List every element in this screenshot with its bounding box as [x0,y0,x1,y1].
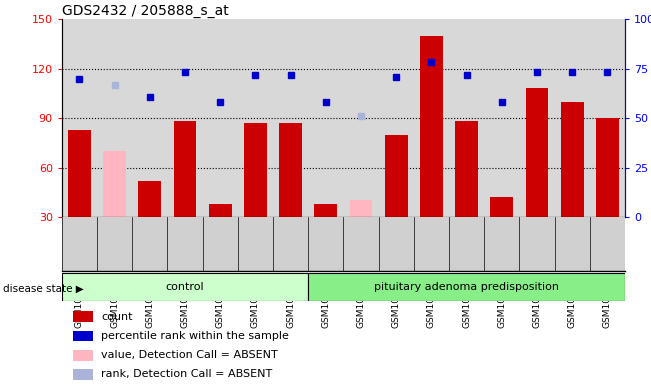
Bar [73,350,93,361]
Bar [490,197,513,217]
Text: pituitary adenoma predisposition: pituitary adenoma predisposition [374,282,559,292]
Bar [73,369,93,380]
Bar [279,123,302,217]
Bar [104,151,126,217]
Bar [73,311,93,322]
Bar [350,200,372,217]
Bar [174,121,197,217]
Bar [455,121,478,217]
Bar [561,102,583,217]
Bar [68,130,91,217]
Bar [525,88,548,217]
Text: GDS2432 / 205888_s_at: GDS2432 / 205888_s_at [62,4,229,18]
Text: disease state ▶: disease state ▶ [3,284,84,294]
Bar [314,204,337,217]
Bar [139,181,161,217]
Bar [244,123,267,217]
Bar [73,331,93,341]
Bar [596,118,619,217]
Text: count: count [102,312,133,322]
Text: rank, Detection Call = ABSENT: rank, Detection Call = ABSENT [102,369,273,379]
Bar [420,36,443,217]
Bar [308,273,625,301]
Text: value, Detection Call = ABSENT: value, Detection Call = ABSENT [102,350,278,360]
Text: percentile rank within the sample: percentile rank within the sample [102,331,289,341]
Text: control: control [166,282,204,292]
Bar [385,134,408,217]
Bar [209,204,232,217]
Bar [62,273,308,301]
